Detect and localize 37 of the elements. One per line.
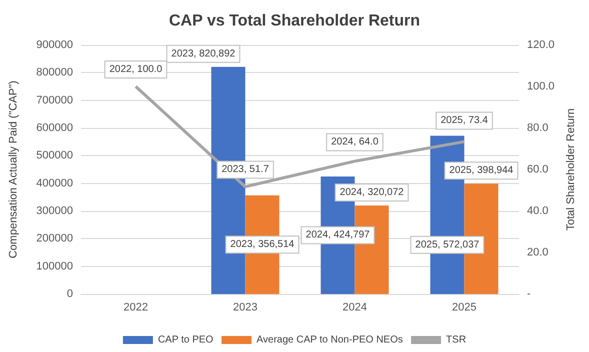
- y-tick-label: 700000: [36, 94, 73, 106]
- y-tick-label: 600000: [36, 122, 73, 134]
- data-label: 2024, 64.0: [331, 136, 379, 148]
- y-axis-title: Compensation Actually Paid ("CAP"): [8, 80, 20, 258]
- data-label: 2024, 320,072: [340, 186, 404, 198]
- x-tick-label: 2022: [124, 302, 148, 314]
- legend-label: CAP to PEO: [158, 334, 214, 346]
- data-label: 2022, 100.0: [109, 64, 163, 75]
- data-label: 2025, 73.4: [440, 115, 488, 126]
- y2-tick-label: 60.0: [527, 164, 548, 176]
- y-tick-label: 800000: [36, 66, 73, 79]
- y-tick-label: 900000: [36, 39, 73, 51]
- y2-tick-label: -: [527, 288, 531, 300]
- data-label: 2023, 51.7: [222, 164, 270, 176]
- y2-tick-label: 120.0: [527, 39, 555, 51]
- x-tick-label: 2025: [452, 302, 476, 314]
- y-tick-label: 400000: [36, 177, 73, 190]
- y2-tick-label: 20.0: [527, 246, 548, 258]
- y-tick-label: 500000: [36, 150, 73, 162]
- y-tick-label: 300000: [36, 205, 73, 217]
- x-tick-label: 2023: [233, 302, 258, 314]
- y-tick-label: 0: [66, 288, 73, 300]
- y2-tick-label: 100.0: [527, 80, 555, 92]
- data-label: 2023, 356,514: [230, 239, 295, 250]
- chart-title: CAP vs Total Shareholder Return: [168, 12, 420, 30]
- y2-tick-label: 40.0: [527, 205, 548, 217]
- y2-axis-title: Total Shareholder Return: [564, 108, 577, 231]
- x-tick-label: 2024: [342, 302, 367, 314]
- y-tick-label: 100000: [36, 260, 73, 272]
- y-tick-label: 200000: [36, 232, 73, 245]
- y2-tick-label: 80.0: [527, 122, 548, 134]
- data-label: 2025, 572,037: [415, 239, 480, 250]
- legend-label: TSR: [446, 334, 466, 346]
- data-label: 2024, 424,797: [306, 230, 370, 241]
- legend-label: Average CAP to Non-PEO NEOs: [256, 334, 403, 346]
- data-label: 2025, 398,944: [449, 165, 514, 176]
- data-label: 2023, 820,892: [171, 48, 236, 60]
